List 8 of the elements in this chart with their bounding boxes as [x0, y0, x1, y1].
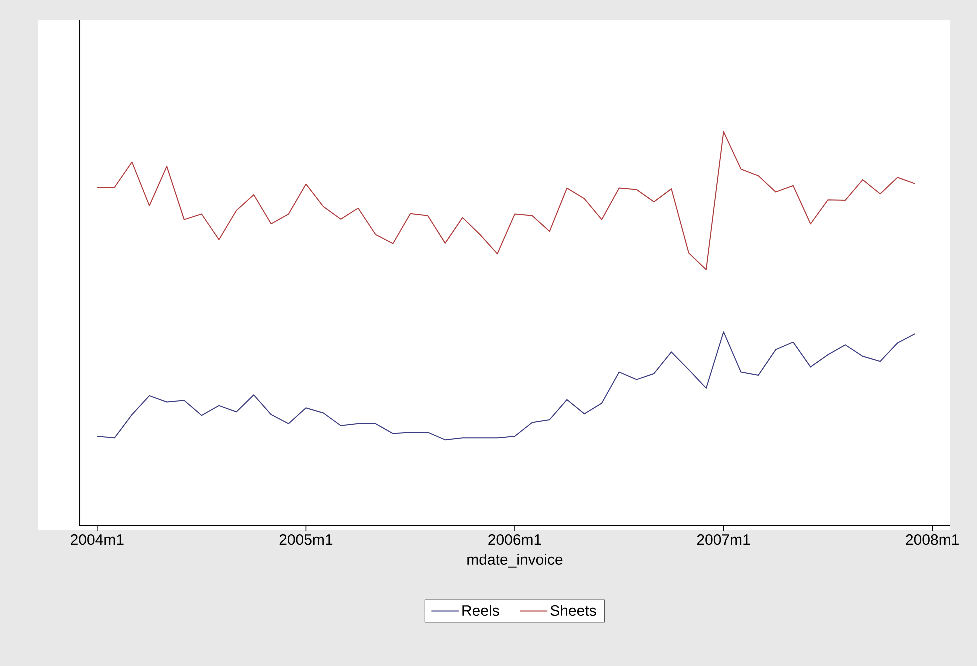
- legend-label: Sheets: [550, 605, 596, 616]
- x-tick-label: 2007m1: [697, 534, 750, 546]
- x-axis-title: mdate_invoice: [468, 554, 563, 568]
- x-tick-label: 2006m1: [488, 534, 542, 546]
- x-tick-label: 2008m1: [906, 534, 959, 546]
- legend-label: Reels: [462, 605, 500, 616]
- x-tick-label: 2004m1: [71, 534, 124, 546]
- x-tick-label: 2005m1: [280, 534, 333, 546]
